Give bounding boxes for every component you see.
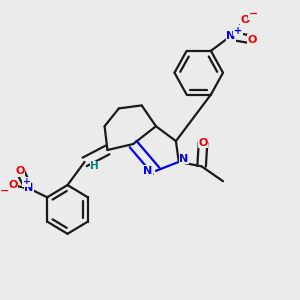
Text: O: O bbox=[8, 180, 18, 190]
Text: N: N bbox=[143, 166, 153, 176]
Text: H: H bbox=[90, 161, 99, 171]
Text: −: − bbox=[0, 186, 9, 196]
Text: N: N bbox=[226, 31, 236, 41]
Text: N: N bbox=[24, 183, 33, 193]
Text: O: O bbox=[248, 34, 257, 44]
Text: +: + bbox=[234, 26, 242, 36]
Text: −: − bbox=[249, 9, 258, 19]
Text: N: N bbox=[179, 154, 188, 164]
Text: O: O bbox=[240, 15, 250, 25]
Text: O: O bbox=[15, 166, 25, 176]
Text: +: + bbox=[22, 177, 30, 186]
Text: O: O bbox=[198, 138, 208, 148]
